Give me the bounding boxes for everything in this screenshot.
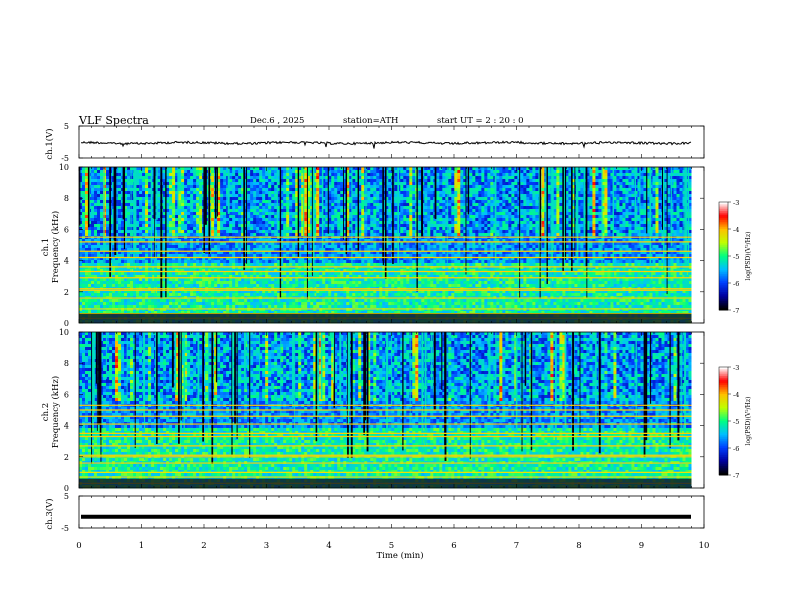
colorbar-tick-label: -7 bbox=[733, 307, 739, 315]
colorbar-label: log(PSD)(V²/Hz) bbox=[745, 397, 752, 446]
y-tick-label: 4 bbox=[64, 422, 69, 431]
colorbar-tick-label: -5 bbox=[733, 418, 739, 426]
colorbar-tick-label: -3 bbox=[733, 199, 739, 207]
y-tick-label: 5 bbox=[64, 122, 69, 131]
y-tick-label: 10 bbox=[59, 163, 69, 172]
colorbars: -3 -4 -5 -6 -7 log(PSD)(V²/Hz) -3 -4 -5 -6 -7 log(P… bbox=[718, 199, 752, 480]
spectrogram-image bbox=[79, 167, 692, 324]
channel-label: ch.2 bbox=[41, 403, 51, 421]
time-axis: 0 1 2 3 4 5 6 7 8 9 10 bbox=[76, 541, 709, 551]
frequency-axis-label: Frequency (kHz) bbox=[50, 376, 61, 448]
chart-start-time: start UT = 2 : 20 : 0 bbox=[437, 116, 524, 126]
y-tick-label: 6 bbox=[64, 225, 69, 234]
y-tick-label: -5 bbox=[61, 524, 69, 533]
ch3-waveform-panel: 5 -5 ch.3(V) bbox=[44, 492, 705, 533]
colorbar-tick-label: -5 bbox=[733, 253, 739, 261]
spectrogram-image bbox=[79, 332, 692, 489]
y-tick-label: 6 bbox=[64, 390, 69, 399]
x-axis-label: Time (min) bbox=[376, 550, 423, 561]
x-tick-label: 10 bbox=[699, 541, 710, 551]
y-tick-label: 8 bbox=[64, 359, 69, 368]
y-tick-label: -5 bbox=[61, 154, 69, 163]
y-tick-label: 8 bbox=[64, 194, 69, 203]
colorbar-tick-label: -6 bbox=[733, 280, 739, 288]
colorbar-tick-label: -7 bbox=[733, 472, 739, 480]
x-tick-label: 9 bbox=[639, 541, 644, 551]
colorbar-label: log(PSD)(V²/Hz) bbox=[745, 232, 752, 281]
y-tick-label: 0 bbox=[64, 484, 69, 493]
x-tick-label: 6 bbox=[451, 541, 456, 551]
chart-title: VLF Spectra bbox=[78, 114, 149, 127]
chart-station: station=ATH bbox=[343, 116, 398, 126]
y-axis-label: ch.3(V) bbox=[44, 498, 55, 529]
panel-frame bbox=[78, 495, 705, 529]
colorbar-tick-label: -3 bbox=[733, 364, 739, 372]
x-tick-label: 2 bbox=[201, 541, 206, 551]
y-tick-label: 5 bbox=[64, 492, 69, 501]
frequency-axis-label: Frequency (kHz) bbox=[50, 211, 61, 283]
colorbar-tick-label: -6 bbox=[733, 445, 739, 453]
channel-label: ch.1 bbox=[41, 238, 51, 256]
x-tick-label: 1 bbox=[139, 541, 144, 551]
y-tick-label: 10 bbox=[59, 328, 69, 337]
waveform-line bbox=[81, 140, 692, 149]
colorbar: -3 -4 -5 -6 -7 log(PSD)(V²/Hz) bbox=[718, 199, 752, 315]
colorbar: -3 -4 -5 -6 -7 log(PSD)(V²/Hz) bbox=[718, 364, 752, 480]
y-tick-label: 0 bbox=[64, 319, 69, 328]
y-tick-label: 2 bbox=[64, 288, 69, 297]
x-tick-label: 0 bbox=[76, 541, 81, 551]
x-tick-label: 7 bbox=[514, 541, 519, 551]
ch1-spectrogram-panel: 0 2 4 6 8 10 ch.1 Frequency (kHz) bbox=[41, 163, 705, 328]
y-axis-label: ch.1(V) bbox=[44, 128, 55, 159]
x-tick-label: 5 bbox=[389, 541, 394, 551]
ch2-spectrogram-panel: 0 2 4 6 8 10 ch.2 Frequency (kHz) bbox=[41, 328, 705, 493]
x-tick-label: 3 bbox=[264, 541, 269, 551]
ch1-waveform-panel: 5 -5 ch.1(V) bbox=[44, 122, 705, 163]
y-tick-label: 4 bbox=[64, 257, 69, 266]
chart-date: Dec.6 , 2025 bbox=[250, 116, 304, 126]
x-tick-label: 8 bbox=[576, 541, 581, 551]
x-tick-label: 4 bbox=[326, 541, 331, 551]
y-tick-label: 2 bbox=[64, 453, 69, 462]
colorbar-tick-label: -4 bbox=[733, 226, 739, 234]
colorbar-tick-label: -4 bbox=[733, 391, 739, 399]
